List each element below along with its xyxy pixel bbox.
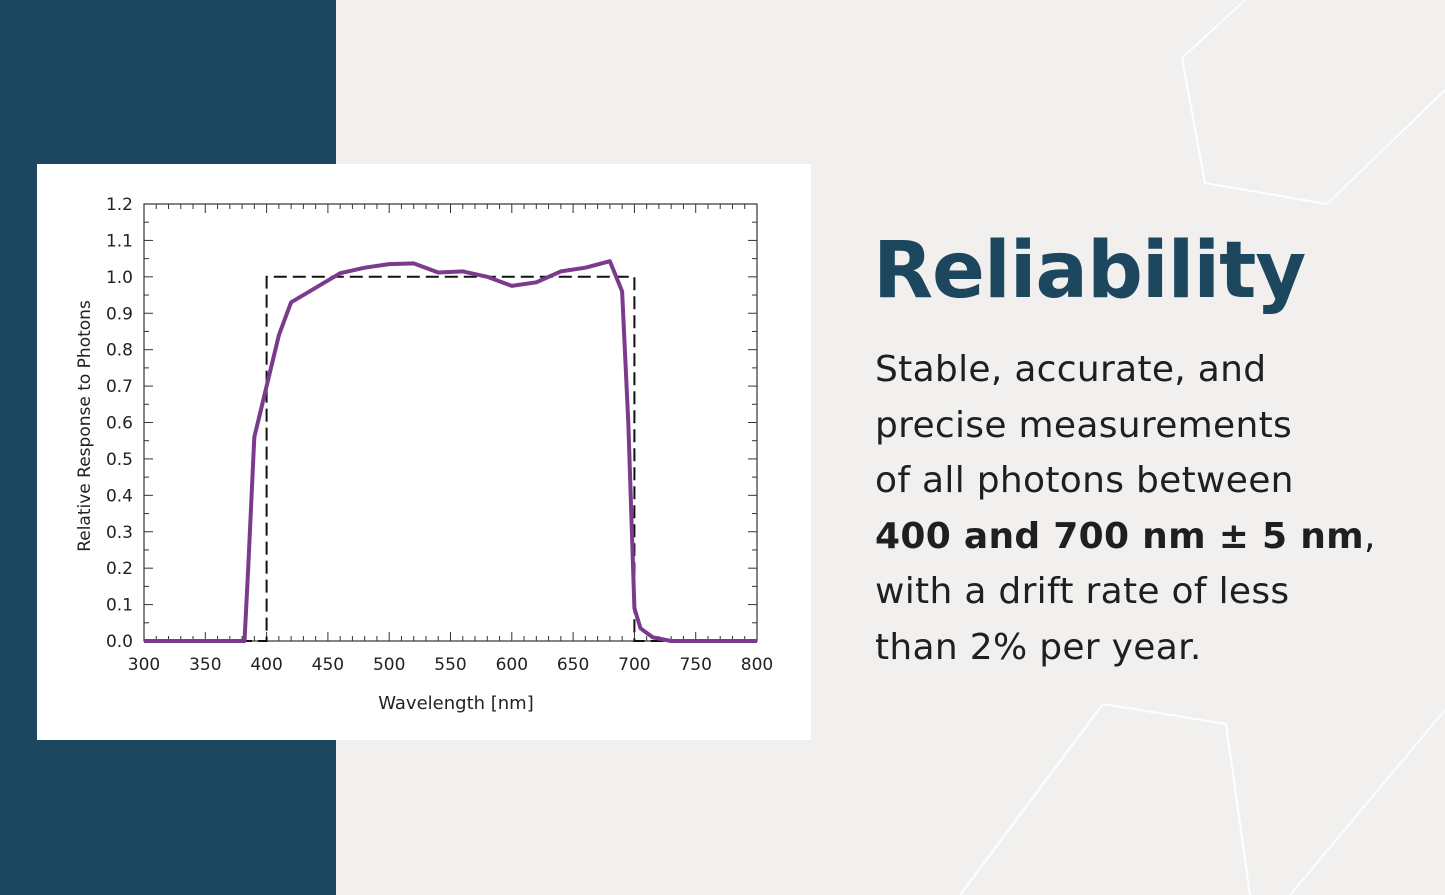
- y-tick-label: 0.3: [106, 523, 133, 543]
- y-tick-label: 0.2: [106, 559, 133, 579]
- spectral-response-chart: 300 350 400 450 500 550 600 650 700 750 800 0.0 0.1 0…: [75, 195, 773, 714]
- deco-hexagon-top: [1180, 0, 1445, 206]
- description-line-1: Stable, accurate, and: [875, 349, 1267, 390]
- y-tick-label: 1.2: [106, 195, 133, 215]
- description-line-3: of all photons between: [875, 460, 1294, 501]
- plot-frame: [143, 203, 758, 642]
- x-axis-label: Wavelength [nm]: [378, 693, 534, 714]
- y-tick-label: 1.0: [106, 268, 133, 288]
- y-tick-label: 0.8: [106, 341, 133, 361]
- x-tick-label: 350: [189, 655, 221, 675]
- deco-hexagon-bottom: [959, 702, 1251, 895]
- x-tick-label: 450: [312, 655, 344, 675]
- x-tick-label: 400: [250, 655, 282, 675]
- wavelength-range-highlight: 400 and 700 nm ± 5 nm: [875, 515, 1364, 557]
- x-tick-label: 800: [741, 655, 773, 675]
- y-tick-label: 0.4: [106, 486, 133, 506]
- y-tick-label: 0.6: [106, 414, 133, 434]
- y-tick-label: 0.9: [106, 304, 133, 324]
- chart-card: 300 350 400 450 500 550 600 650 700 750 800 0.0 0.1 0…: [37, 164, 811, 740]
- y-tick-label: 0.7: [106, 377, 133, 397]
- x-tick-label: 750: [679, 655, 711, 675]
- y-tick-label: 0.5: [106, 450, 133, 470]
- y-tick-label: 1.1: [106, 231, 133, 251]
- x-tick-label: 650: [557, 655, 589, 675]
- x-tick-label: 700: [618, 655, 650, 675]
- x-tick-label: 550: [434, 655, 466, 675]
- description-line-5: with a drift rate of less: [875, 571, 1290, 612]
- section-heading: Reliability: [873, 226, 1306, 316]
- ideal-par-response-line: [144, 275, 757, 642]
- deco-line-bottom-right: [1289, 709, 1445, 895]
- y-axis-label: Relative Response to Photons: [75, 300, 95, 552]
- y-tick-label: 0.1: [106, 596, 133, 616]
- x-tick-label: 600: [496, 655, 528, 675]
- description-line-4-tail: ,: [1363, 515, 1376, 557]
- sensor-response-line: [144, 259, 757, 643]
- x-tick-label: 500: [373, 655, 405, 675]
- y-tick-label: 0.0: [106, 632, 133, 652]
- x-tick-label: 300: [128, 655, 160, 675]
- description-line-6: than 2% per year.: [875, 626, 1202, 668]
- description-line-2: precise measurements: [875, 404, 1293, 446]
- description-paragraph: Stable, accurate, and precise measuremen…: [875, 342, 1405, 675]
